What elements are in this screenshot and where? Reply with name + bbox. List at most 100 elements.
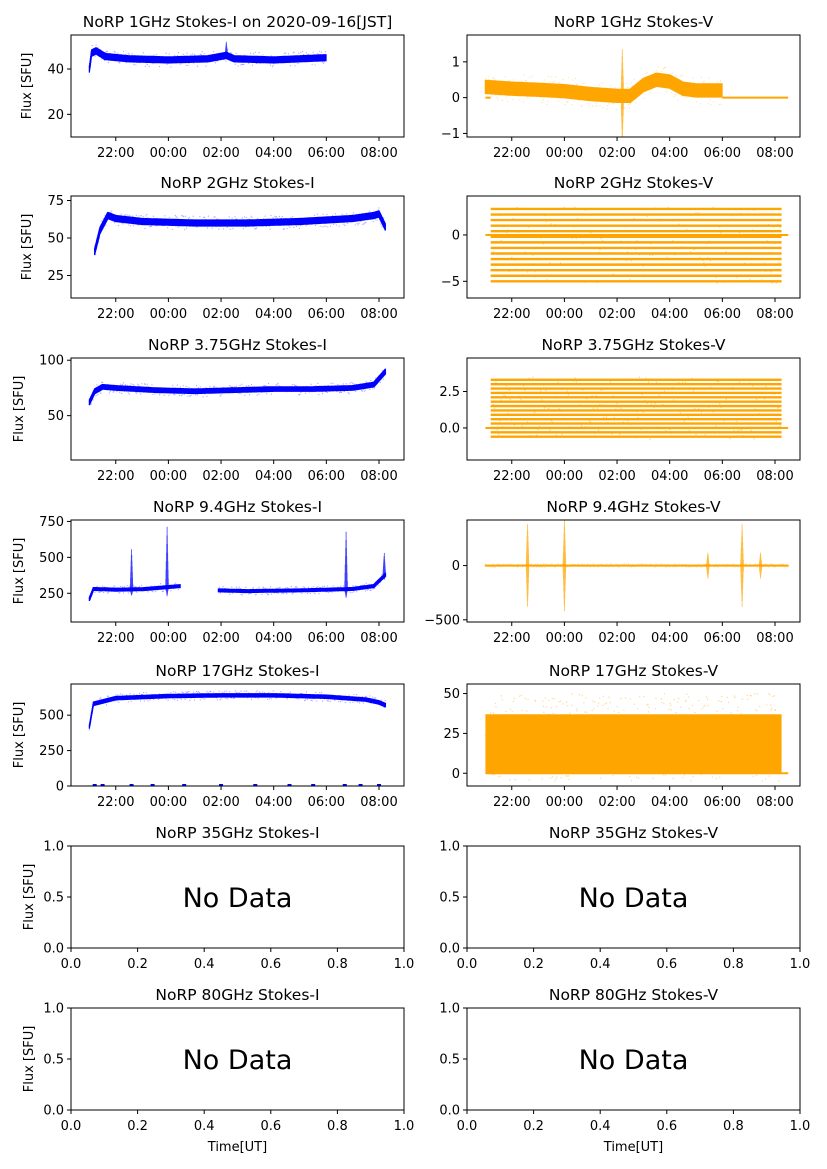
data-point	[504, 395, 506, 397]
data-point	[195, 690, 198, 693]
data-point	[580, 105, 582, 107]
data-point	[190, 224, 192, 226]
data-point	[622, 246, 625, 249]
data-point	[609, 224, 612, 227]
data-point	[264, 691, 266, 694]
data-point	[662, 264, 664, 267]
data-point	[204, 216, 206, 218]
data-point	[502, 747, 504, 750]
data-point	[377, 375, 380, 377]
x-tick-label: 08:00	[360, 795, 397, 810]
data-point	[572, 226, 575, 228]
data-point	[349, 382, 351, 384]
data-point	[346, 213, 348, 215]
data-point	[320, 389, 322, 392]
data-point	[124, 214, 126, 216]
data-point	[524, 697, 527, 700]
data-point	[350, 389, 352, 391]
data-point	[541, 102, 543, 104]
data-point	[129, 61, 131, 63]
data-point	[92, 49, 94, 51]
data-point	[722, 708, 724, 710]
data-point	[108, 587, 110, 590]
data-point	[684, 728, 686, 731]
data-point	[286, 698, 289, 700]
data-point	[271, 218, 273, 220]
data-point	[354, 383, 356, 385]
data-point	[725, 566, 727, 568]
data-point	[166, 389, 168, 391]
data-point	[692, 775, 694, 778]
data-point	[317, 52, 319, 54]
data-point	[599, 732, 601, 735]
data-point	[670, 709, 672, 711]
data-point	[734, 723, 737, 725]
data-point	[542, 700, 544, 702]
data-point	[94, 55, 96, 57]
data-point	[513, 424, 516, 426]
data-point	[339, 587, 341, 589]
data-point	[206, 395, 208, 397]
data-point	[614, 87, 616, 89]
data-point	[687, 739, 689, 741]
data-point	[587, 230, 589, 232]
data-point	[199, 386, 201, 388]
data-point	[537, 428, 539, 431]
data-point	[370, 212, 373, 214]
data-point	[253, 385, 255, 388]
data-point	[121, 59, 123, 61]
x-tick-label: 00:00	[546, 146, 583, 161]
data-point	[710, 765, 712, 767]
data-point	[240, 224, 242, 226]
data-point	[724, 768, 727, 771]
data-point	[595, 717, 598, 720]
data-point	[239, 384, 241, 386]
x-tick-label: 0.6	[656, 1119, 677, 1134]
data-point	[675, 275, 677, 277]
axes-frame	[466, 357, 801, 461]
data-point	[578, 693, 581, 696]
data-point	[645, 219, 647, 222]
data-point	[613, 102, 615, 104]
data-point	[740, 712, 742, 715]
data-point	[177, 391, 180, 394]
data-point	[100, 220, 102, 222]
data-point	[219, 699, 221, 701]
data-point	[530, 754, 532, 757]
data-point	[632, 737, 635, 740]
data-point	[282, 228, 284, 230]
data-point	[700, 752, 702, 755]
data-point	[529, 224, 531, 226]
data-point	[205, 695, 207, 697]
data-point	[92, 706, 94, 708]
data-point	[747, 252, 750, 254]
data-point	[151, 590, 153, 592]
data-point	[498, 761, 500, 764]
data-point	[570, 765, 572, 768]
data-point	[375, 377, 377, 379]
data-point	[601, 404, 604, 406]
data-point	[218, 387, 220, 389]
data-point	[120, 60, 122, 62]
data-point	[171, 228, 174, 231]
data-point	[143, 588, 145, 591]
x-tick-label: 22:00	[493, 146, 530, 161]
data-point	[712, 755, 715, 757]
y-tick-label: 0	[452, 767, 460, 782]
data-point	[596, 760, 599, 763]
data-point	[717, 88, 720, 91]
data-point	[547, 101, 549, 103]
data-point	[640, 219, 642, 221]
data-point	[329, 700, 331, 703]
data-point	[696, 101, 698, 103]
data-point	[257, 217, 259, 220]
data-point	[147, 56, 149, 58]
data-point	[290, 585, 292, 588]
data-point	[745, 280, 747, 282]
data-point	[662, 563, 664, 565]
data-point	[235, 586, 238, 588]
data-point	[193, 691, 195, 693]
data-point	[299, 694, 301, 696]
data-point	[538, 717, 541, 719]
data-point	[709, 759, 711, 762]
